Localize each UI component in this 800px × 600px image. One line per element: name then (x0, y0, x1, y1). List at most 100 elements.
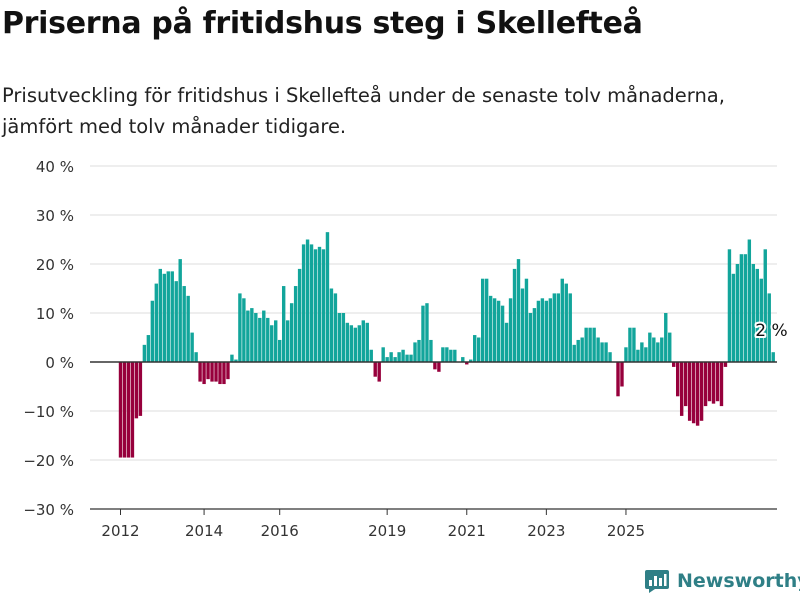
bar (767, 293, 771, 362)
bar (536, 300, 541, 362)
bar (484, 278, 489, 362)
axes (90, 361, 777, 510)
bar (548, 298, 553, 362)
bar (771, 352, 775, 362)
bar (413, 342, 417, 362)
bar (480, 278, 485, 362)
bar (170, 271, 174, 362)
bar (417, 339, 421, 362)
bar (516, 259, 521, 362)
bar (321, 249, 326, 362)
bar (254, 313, 258, 362)
bar (747, 239, 752, 362)
bar (524, 278, 529, 362)
bar (540, 298, 545, 362)
bar (488, 295, 493, 362)
bar (405, 354, 409, 362)
bar (707, 362, 712, 402)
bar (664, 313, 668, 362)
bar (604, 342, 608, 362)
chart-title: Priserna på fritidshus steg i Skellefteå (2, 6, 643, 41)
bar (198, 362, 202, 382)
bar (461, 357, 465, 362)
bar (242, 298, 246, 362)
bar (349, 325, 354, 362)
bar (588, 327, 592, 362)
bar (449, 349, 453, 362)
bar (564, 283, 568, 362)
bar (194, 352, 198, 362)
bar (258, 317, 262, 362)
bar (226, 362, 230, 380)
bar (763, 249, 767, 362)
value-labels: 2 % (753, 319, 789, 343)
bar (445, 347, 449, 362)
bar (473, 335, 477, 362)
bar (453, 349, 457, 362)
bar (393, 357, 397, 362)
bar (624, 347, 628, 362)
bar (202, 362, 206, 385)
bar (278, 339, 282, 362)
bar (138, 362, 143, 416)
x-tick-label: 2023 (527, 522, 565, 540)
bar (214, 362, 218, 382)
bar (309, 244, 314, 362)
bar (206, 362, 210, 380)
x-tick-label: 2021 (448, 522, 486, 540)
bar (703, 362, 708, 407)
bar (389, 352, 393, 362)
bar (668, 332, 672, 362)
bar (596, 337, 600, 362)
bar (676, 362, 680, 397)
bar (584, 327, 588, 362)
bar (289, 303, 294, 362)
bar (735, 264, 740, 362)
bar (365, 322, 369, 362)
bar (691, 362, 696, 424)
bar-chart-logo-icon (645, 570, 669, 593)
bar (162, 273, 166, 362)
chart-subtitle: Prisutveckling för fritidshus i Skelleft… (2, 84, 725, 138)
bar (142, 344, 147, 362)
bar (441, 347, 445, 362)
bar (644, 347, 648, 362)
y-tick-label: 30 % (36, 207, 74, 225)
bar (377, 362, 381, 382)
bar (608, 352, 612, 362)
bar (353, 327, 358, 362)
bar (126, 362, 131, 458)
brand-name: Newsworthy (677, 570, 800, 592)
bar (759, 278, 763, 362)
y-tick-label: 0 % (45, 354, 74, 372)
bar (592, 327, 596, 362)
bar (190, 332, 194, 362)
bar (556, 293, 560, 362)
bar (508, 298, 513, 362)
bar (660, 337, 664, 362)
bar (134, 362, 139, 419)
bar (600, 342, 604, 362)
bar (504, 322, 509, 362)
bar (695, 362, 700, 426)
y-tick-label: 20 % (36, 256, 74, 274)
bar (739, 254, 744, 362)
bar (250, 308, 254, 362)
bar (285, 320, 290, 362)
bar (122, 362, 127, 458)
bar (345, 322, 350, 362)
y-axis-tick-labels: −30 % −20 % −10 % 0 % 10 % 20 % 30 % 40 % (23, 158, 74, 519)
bar (429, 339, 433, 362)
bar (656, 342, 660, 362)
bar (477, 337, 481, 362)
bar (433, 362, 437, 370)
bar (373, 362, 377, 377)
bar (532, 308, 537, 362)
bar (166, 271, 170, 362)
bar (528, 313, 533, 362)
bar (305, 239, 310, 362)
bar (731, 273, 736, 362)
bar (357, 325, 361, 362)
brand-logo[interactable]: Newsworthy (644, 568, 800, 594)
